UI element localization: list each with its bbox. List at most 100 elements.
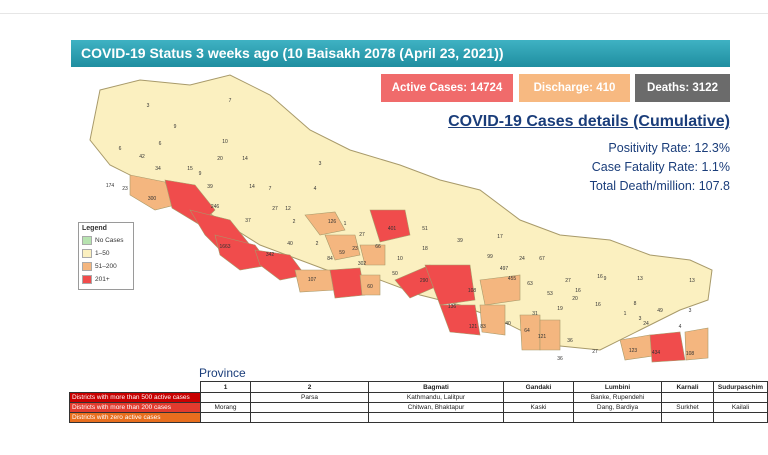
district-region [254,249,306,281]
row-label: Districts with zero active cases [69,412,201,423]
district-count-label: 6 [119,146,122,152]
table-cell [573,412,662,423]
district-count-label: 108 [468,288,477,294]
discharge-badge: Discharge: 410 [519,74,630,102]
district-count-label: 3 [319,161,322,167]
district-region [214,234,271,271]
district-count-label: 455 [508,276,517,282]
district-count-label: 121 [538,334,547,340]
district-count-label: 12 [285,206,291,212]
district-count-label: 27 [272,206,278,212]
district-count-label: 20 [217,156,223,162]
district-count-label: 302 [358,261,367,267]
district-count-label: 9 [199,171,202,177]
district-count-label: 15 [187,166,193,172]
district-count-label: 16 [597,274,603,280]
district-count-label: 27 [565,278,571,284]
table-cell: Kaski [503,402,574,413]
district-count-label: 84 [327,256,333,262]
table-row: Districts with more than 200 cases Moran… [69,402,768,413]
district-count-label: 36 [567,338,573,344]
column-header: 2 [250,381,369,393]
page-title: COVID-19 Status 3 weeks ago (10 Baisakh … [71,40,730,67]
district-count-label: 4 [679,324,682,330]
district-count-label: 60 [367,284,373,290]
district-count-label: 64 [524,328,530,334]
details-title: COVID-19 Cases details (Cumulative) [448,113,730,130]
table-cell: Kathmandu, Lalitpur [368,392,504,403]
district-count-label: 13 [689,278,695,284]
district-count-label: 121 [469,324,478,330]
column-header: Bagmati [368,381,504,393]
column-header: Lumbini [573,381,662,393]
district-count-label: 83 [480,324,486,330]
district-count-label: 10 [397,256,403,262]
positivity-rate: Positivity Rate: 12.3% [608,141,730,155]
province-title: Province [199,366,246,380]
active-cases-badge: Active Cases: 14724 [381,74,513,102]
district-count-label: 2 [293,219,296,225]
district-region [359,274,381,296]
district-region [369,209,411,243]
district-region [479,304,506,336]
district-count-label: 67 [539,256,545,262]
table-cell [503,392,574,403]
table-header-row: 1 2 Bagmati Gandaki Lumbini Karnali Sudu… [70,381,768,393]
district-region [519,314,541,351]
legend-item: 51–200 [82,260,130,273]
district-region [649,331,686,363]
table-cell [713,392,768,403]
district-count-label: 136 [448,304,457,310]
district-count-label: 123 [629,348,638,354]
district-region [359,244,386,266]
district-count-label: 66 [375,244,381,250]
row-label: Districts with more than 200 cases [69,402,201,413]
district-count-label: 3 [147,103,150,109]
district-count-label: 99 [487,254,493,260]
legend-swatch [82,262,92,271]
table-cell: Chitwan, Bhaktapur [368,402,504,413]
district-count-label: 246 [211,204,220,210]
district-count-label: 23 [352,246,358,252]
district-count-label: 7 [269,186,272,192]
deaths-badge: Deaths: 3122 [635,74,730,102]
district-count-label: 401 [388,226,397,232]
district-count-label: 108 [686,351,695,357]
district-count-label: 19 [557,306,563,312]
district-count-label: 14 [242,156,248,162]
table-cell [250,412,369,423]
legend-item: 1–50 [82,247,130,260]
district-count-label: 39 [207,184,213,190]
column-header: Sudurpaschim [713,381,768,393]
table-row: Districts with zero active cases [69,412,768,423]
district-count-label: 290 [420,278,429,284]
district-count-label: 13 [637,276,643,282]
district-count-label: 40 [505,321,511,327]
district-count-label: 7 [229,98,232,104]
district-count-label: 20 [572,296,578,302]
district-count-label: 497 [500,266,509,272]
column-header: 1 [200,381,251,393]
district-count-label: 27 [359,232,365,238]
district-count-label: 14 [249,184,255,190]
table-cell [250,402,369,413]
district-count-label: 107 [308,277,317,283]
district-region [539,319,561,351]
district-count-label: 6 [159,141,162,147]
district-count-label: 42 [139,154,145,160]
district-region [684,327,709,361]
district-region [329,267,366,299]
district-count-label: 1663 [219,244,230,250]
district-count-label: 40 [287,241,293,247]
table-cell: Kailali [713,402,768,413]
district-count-label: 434 [652,350,661,356]
district-count-label: 34 [155,166,161,172]
district-count-label: 126 [328,219,337,225]
district-count-label: 9 [604,276,607,282]
table-cell [368,412,504,423]
district-region [439,304,481,336]
district-count-label: 31 [532,311,538,317]
district-count-label: 49 [657,308,663,314]
